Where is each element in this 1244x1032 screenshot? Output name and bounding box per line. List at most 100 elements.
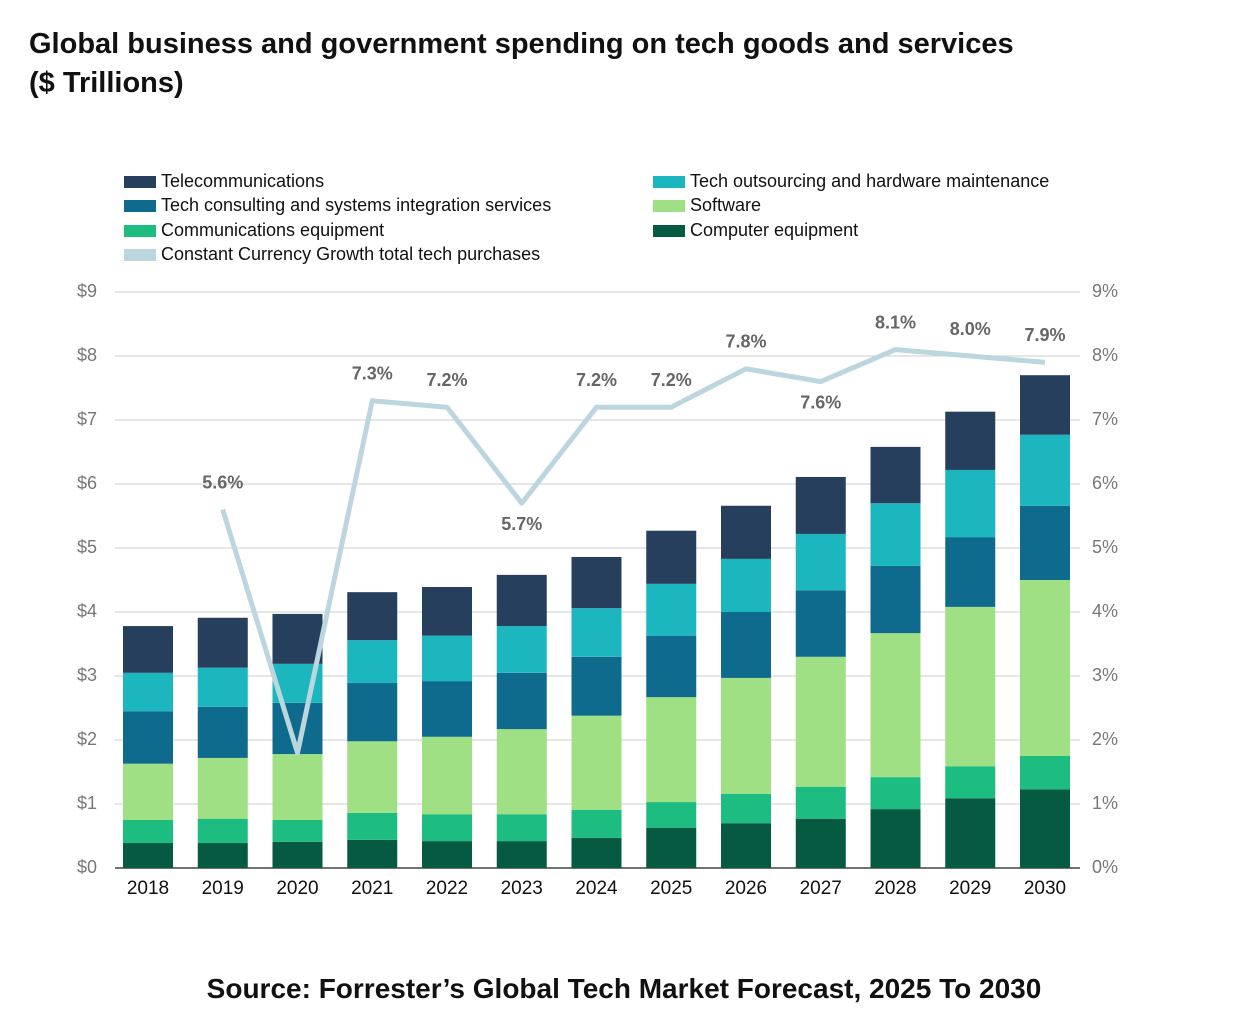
x-tick-label: 2027 xyxy=(800,878,842,899)
legend-label: Tech outsourcing and hardware maintenanc… xyxy=(690,171,1049,191)
bar-segment xyxy=(646,583,697,636)
y2-tick-label: 6% xyxy=(1092,473,1118,493)
x-tick-label: 2020 xyxy=(276,878,318,899)
y-tick-label: $2 xyxy=(77,729,97,749)
value-label: 7.2% xyxy=(651,370,692,390)
bar-segment xyxy=(347,592,398,641)
value-label: 7.6% xyxy=(800,392,841,412)
bar-segment xyxy=(123,820,173,844)
legend-swatch xyxy=(124,249,156,261)
bar-segment xyxy=(347,683,398,742)
bar-segment xyxy=(795,590,846,657)
line xyxy=(220,347,1046,756)
x-tick-label: 2024 xyxy=(575,878,618,899)
y-tick-label: $6 xyxy=(77,473,97,493)
y-tick-label: $9 xyxy=(77,281,97,301)
x-tick-label: 2026 xyxy=(725,878,767,899)
x-tick-label: 2018 xyxy=(127,878,169,899)
y2-tick-label: 2% xyxy=(1092,729,1118,749)
bar-segment xyxy=(571,556,622,609)
x-tick-label: 2023 xyxy=(501,878,543,899)
bar-segment xyxy=(1020,580,1070,756)
y-tick-label: $7 xyxy=(77,409,97,429)
legend-swatch xyxy=(124,225,156,237)
bar-segment xyxy=(496,841,547,868)
bar-segment xyxy=(197,818,248,844)
bar-segment xyxy=(123,626,173,673)
value-label: 7.8% xyxy=(725,332,766,352)
y2-tick-label: 3% xyxy=(1092,665,1118,685)
value-label: 7.2% xyxy=(426,370,467,390)
y-tick-label: $1 xyxy=(77,793,97,813)
bar-segment xyxy=(123,672,173,712)
chart-subtitle: ($ Trillions) xyxy=(29,67,184,99)
x-tick-label: 2022 xyxy=(426,878,468,899)
value-label: 5.6% xyxy=(202,472,243,492)
bar-segment xyxy=(646,802,697,828)
bar-segment xyxy=(646,635,697,698)
bar-segment xyxy=(795,786,846,819)
legend-label: Communications equipment xyxy=(161,220,384,240)
value-label: 7.9% xyxy=(1024,325,1065,345)
bar-segment xyxy=(422,587,472,636)
value-label: 8.1% xyxy=(875,312,916,332)
bar-segment xyxy=(496,672,547,730)
bar-segment xyxy=(272,820,323,842)
bar-segment xyxy=(870,777,921,810)
value-label: 5.7% xyxy=(501,514,542,534)
bar-segment xyxy=(496,574,547,627)
y2-tick-label: 7% xyxy=(1092,409,1118,429)
value-label: 7.3% xyxy=(352,364,393,384)
bar-segment xyxy=(945,766,996,799)
bar-segment xyxy=(945,606,996,767)
y-tick-label: $4 xyxy=(77,601,97,621)
bar-segment xyxy=(721,612,771,678)
bar-segment xyxy=(422,841,472,868)
legend-label: Constant Currency Growth total tech purc… xyxy=(161,244,540,264)
y2-tick-label: 0% xyxy=(1092,857,1118,877)
bar-segment xyxy=(571,608,622,657)
bar-segment xyxy=(1020,505,1070,580)
bar-segment xyxy=(870,633,921,778)
y-tick-label: $3 xyxy=(77,665,97,685)
y-tick-label: $5 xyxy=(77,537,97,557)
y-tick-label: $0 xyxy=(77,857,97,877)
value-label: 8.0% xyxy=(950,319,991,339)
bar-segment xyxy=(422,681,472,737)
bar-segment xyxy=(646,697,697,803)
legend-swatch xyxy=(653,200,685,212)
bar-segment xyxy=(422,814,472,842)
legend-label: Tech consulting and systems integration … xyxy=(161,195,551,215)
legend-label: Computer equipment xyxy=(690,220,858,240)
bar-segment xyxy=(721,677,771,794)
bar-segment xyxy=(945,537,996,607)
bar-segment xyxy=(496,626,547,673)
bar-segment xyxy=(571,837,622,868)
x-tick-label: 2021 xyxy=(351,878,393,899)
bar-segment xyxy=(646,530,697,584)
bar-segment xyxy=(347,839,398,868)
bar-segment xyxy=(1020,375,1070,435)
bar-segment xyxy=(347,640,398,684)
bar-segment xyxy=(795,818,846,868)
bar-segment xyxy=(870,446,921,504)
bar-segment xyxy=(870,565,921,634)
bar-segment xyxy=(795,533,846,591)
bar-segment xyxy=(721,793,771,824)
y2-tick-label: 4% xyxy=(1092,601,1118,621)
bar-segment xyxy=(571,715,622,810)
legend-swatch xyxy=(124,176,156,188)
bar-segment xyxy=(422,736,472,815)
bar-segment xyxy=(571,809,622,838)
bar-segment xyxy=(945,798,996,868)
bar-segment xyxy=(197,843,248,868)
y2-tick-label: 5% xyxy=(1092,537,1118,557)
bar-segment xyxy=(197,706,248,758)
y2-tick-label: 1% xyxy=(1092,793,1118,813)
bar-segment xyxy=(945,411,996,470)
bar-segment xyxy=(197,617,248,668)
legend-label: Telecommunications xyxy=(161,171,324,191)
bar-segment xyxy=(571,656,622,716)
legend-swatch xyxy=(653,176,685,188)
